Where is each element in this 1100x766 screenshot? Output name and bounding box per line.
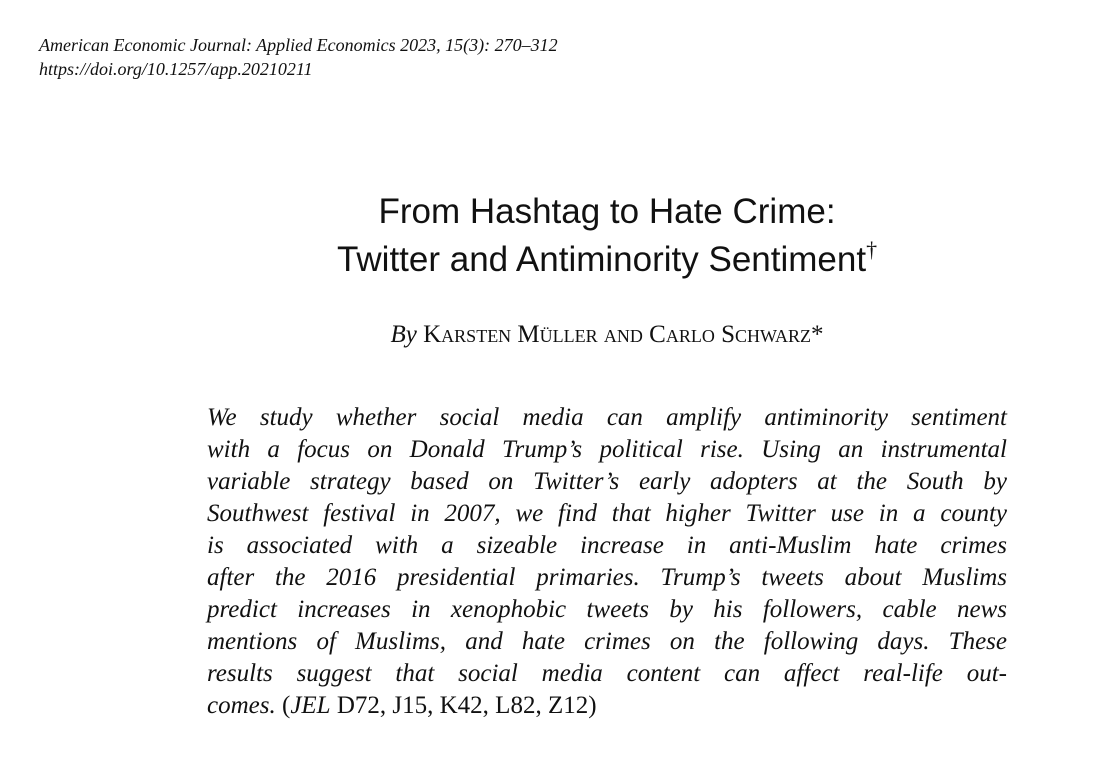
abstract-line-3: variable strategy based on Twitter’s ear… xyxy=(207,468,1007,495)
article-title: From Hashtag to Hate Crime: Twitter and … xyxy=(0,188,1100,284)
author-carlo-schwarz: Carlo Schwarz xyxy=(649,321,811,348)
doi-link[interactable]: https://doi.org/10.1257/app.20210211 xyxy=(39,59,313,79)
byline-by: By xyxy=(390,321,417,348)
abstract-line-9: results suggest that social media conten… xyxy=(207,660,1007,687)
abstract-line-1: We study whether social media can amplif… xyxy=(207,404,1007,431)
title-line-2-wrapper: Twitter and Antiminority Sentiment† xyxy=(0,236,1100,284)
title-line-2: Twitter and Antiminority Sentiment xyxy=(336,240,867,279)
abstract-line-5: is associated with a sizeable increase i… xyxy=(207,532,1007,559)
abstract: We study whether social media can amplif… xyxy=(207,402,1007,722)
byline: By Karsten Müller and Carlo Schwarz* xyxy=(0,318,1100,352)
abstract-line-8: mentions of Muslims, and hate crimes on … xyxy=(207,628,1007,655)
journal-header: American Economic Journal: Applied Econo… xyxy=(39,33,558,81)
dagger-footnote-marker[interactable]: † xyxy=(866,237,878,262)
abstract-line-10: comes. (JEL D72, J15, K42, L82, Z12) xyxy=(207,690,1007,722)
jel-open-paren: ( xyxy=(281,692,291,719)
abstract-last-words: comes. xyxy=(207,692,276,719)
author-karsten-muller: Karsten Müller xyxy=(423,321,598,348)
byline-conjunction: and xyxy=(603,321,643,348)
abstract-line-2: with a focus on Donald Trump’s political… xyxy=(207,436,1007,463)
journal-citation: American Economic Journal: Applied Econo… xyxy=(39,35,558,55)
abstract-line-4: Southwest festival in 2007, we find that… xyxy=(207,500,1007,527)
jel-codes: D72, J15, K42, L82, Z12) xyxy=(336,692,597,719)
abstract-line-7: predict increases in xenophobic tweets b… xyxy=(207,596,1007,623)
jel-label: JEL xyxy=(290,692,331,719)
abstract-line-6: after the 2016 presidential primaries. T… xyxy=(207,564,1007,591)
author-footnote-marker[interactable]: * xyxy=(810,321,824,348)
title-line-1: From Hashtag to Hate Crime: xyxy=(378,192,836,231)
